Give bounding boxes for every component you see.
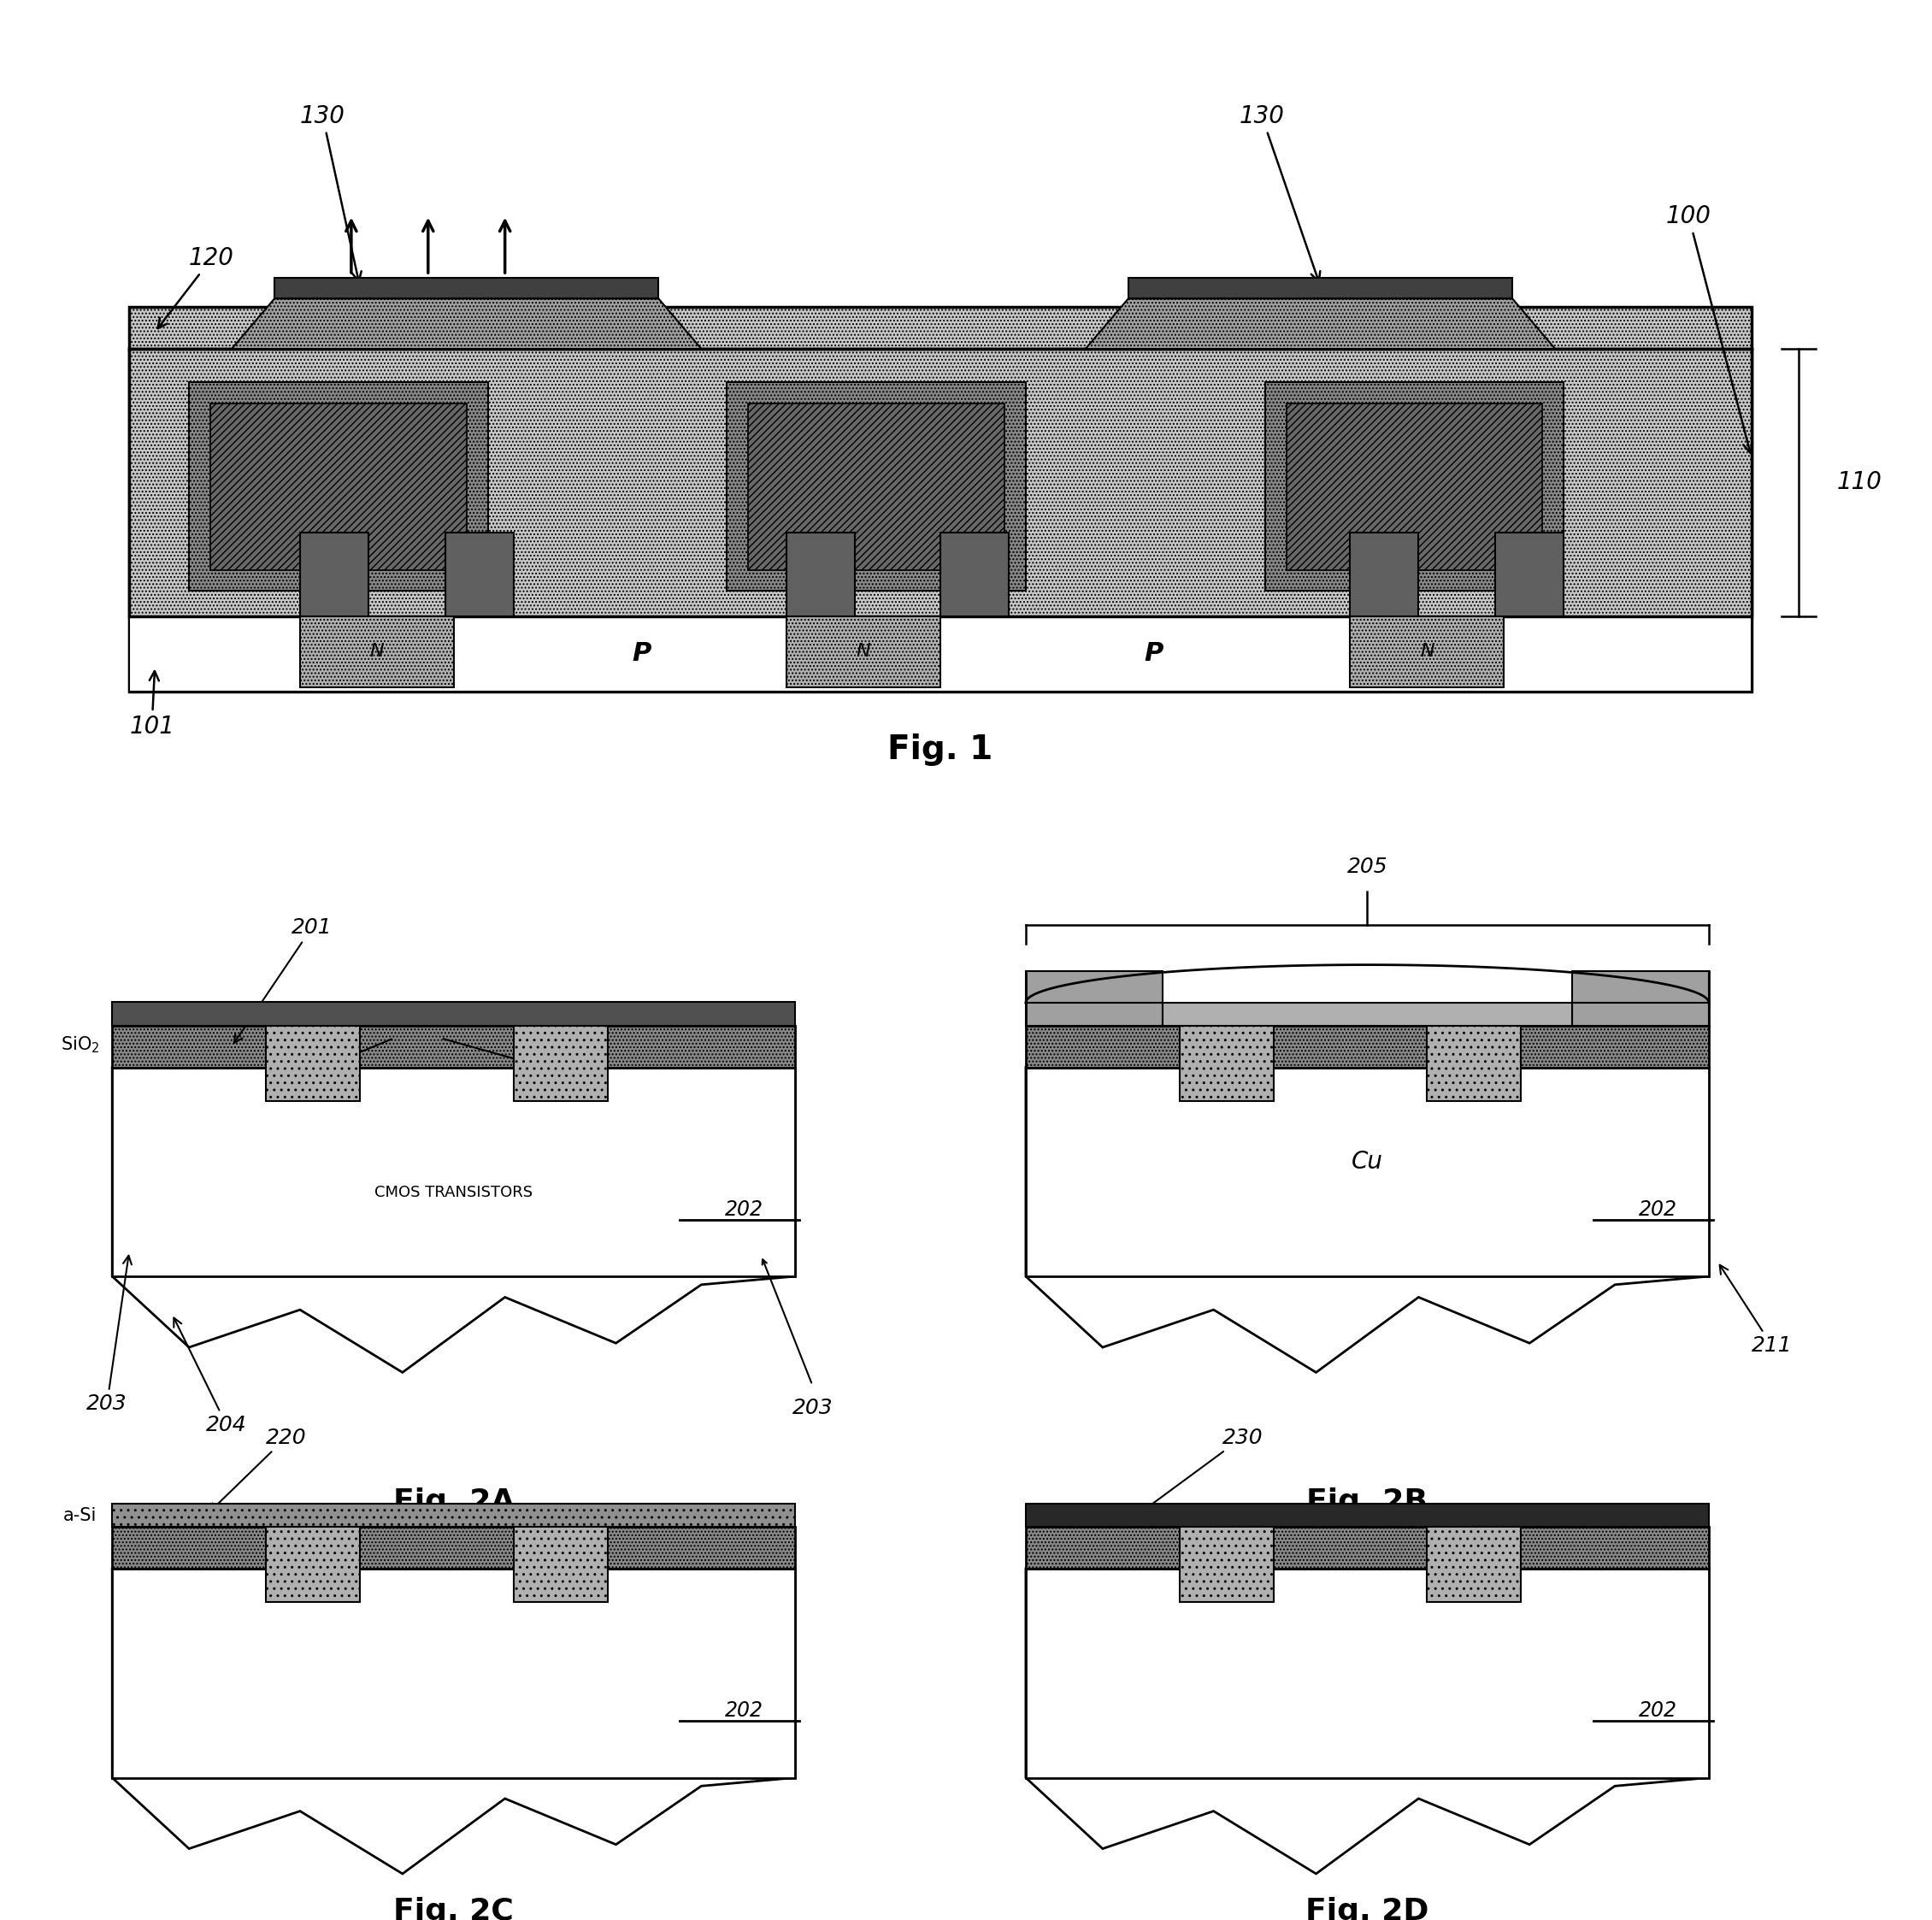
Bar xyxy=(129,616,1752,691)
Text: Fig. 2C: Fig. 2C xyxy=(394,1897,514,1920)
Text: 204: 204 xyxy=(174,1317,247,1434)
Bar xyxy=(267,1519,359,1601)
Bar xyxy=(1350,532,1418,616)
Bar xyxy=(129,307,1752,691)
Bar xyxy=(1026,1068,1708,1277)
Bar xyxy=(1573,972,1708,1025)
Text: SiO$_2$: SiO$_2$ xyxy=(60,1035,99,1054)
Text: 211: 211 xyxy=(1719,1265,1793,1356)
Bar xyxy=(112,1068,796,1277)
Bar xyxy=(1163,1002,1573,1025)
Bar xyxy=(1495,532,1563,616)
Bar xyxy=(189,382,489,591)
Text: P: P xyxy=(1144,641,1163,666)
Text: 130: 130 xyxy=(1238,104,1320,282)
Bar xyxy=(786,532,856,616)
Text: 120: 120 xyxy=(158,246,234,328)
Bar xyxy=(1179,1018,1273,1100)
Text: 101: 101 xyxy=(129,672,174,739)
Bar xyxy=(1026,1569,1708,1778)
Bar xyxy=(514,1018,607,1100)
Text: 110: 110 xyxy=(1837,470,1882,495)
Polygon shape xyxy=(1086,300,1555,349)
Bar xyxy=(112,1002,796,1025)
Bar xyxy=(1128,278,1513,300)
Polygon shape xyxy=(1026,1068,1708,1373)
Text: 202: 202 xyxy=(1638,1701,1677,1720)
Text: P: P xyxy=(632,641,651,666)
Text: 202: 202 xyxy=(724,1701,763,1720)
Bar xyxy=(748,403,1005,570)
Polygon shape xyxy=(112,1569,796,1874)
Bar xyxy=(1287,403,1542,570)
Text: a-Si: a-Si xyxy=(64,1507,97,1524)
Bar xyxy=(1428,1519,1520,1601)
Polygon shape xyxy=(112,1068,796,1373)
Text: Fig. 2D: Fig. 2D xyxy=(1306,1897,1430,1920)
Text: 205: 205 xyxy=(1347,856,1387,877)
Bar xyxy=(444,532,514,616)
Bar xyxy=(267,1018,359,1100)
Text: 202: 202 xyxy=(724,1200,763,1219)
Bar xyxy=(112,1526,796,1569)
Text: Fig. 2B: Fig. 2B xyxy=(1306,1488,1428,1517)
Text: 203: 203 xyxy=(87,1256,131,1415)
Bar xyxy=(1026,972,1163,1025)
Text: Cu: Cu xyxy=(1352,1150,1383,1173)
Bar xyxy=(1026,1526,1708,1569)
Bar xyxy=(299,616,454,687)
Text: N: N xyxy=(369,643,384,660)
Bar xyxy=(274,278,659,300)
Bar xyxy=(1026,1025,1708,1068)
Bar xyxy=(1428,1018,1520,1100)
Bar xyxy=(211,403,466,570)
Bar xyxy=(726,382,1026,591)
Text: 201: 201 xyxy=(234,918,332,1043)
Text: W: W xyxy=(415,1014,433,1029)
Text: 230: 230 xyxy=(1140,1427,1264,1513)
Text: CMOS TRANSISTORS: CMOS TRANSISTORS xyxy=(375,1185,533,1200)
Text: Fig. 2A: Fig. 2A xyxy=(392,1488,514,1517)
Bar xyxy=(112,1503,796,1526)
Bar xyxy=(1026,1503,1708,1526)
Text: 202: 202 xyxy=(1638,1200,1677,1219)
Polygon shape xyxy=(1026,1569,1708,1874)
Polygon shape xyxy=(232,300,701,349)
Bar xyxy=(1179,1519,1273,1601)
Text: Fig. 1: Fig. 1 xyxy=(887,733,993,766)
Text: 130: 130 xyxy=(299,104,361,282)
Text: 220: 220 xyxy=(209,1427,307,1513)
Bar xyxy=(786,616,941,687)
Text: 100: 100 xyxy=(1665,205,1752,453)
Bar xyxy=(299,532,369,616)
Text: 203: 203 xyxy=(792,1398,833,1419)
Bar xyxy=(1350,616,1503,687)
Bar xyxy=(941,532,1009,616)
Bar xyxy=(129,349,1752,616)
Bar xyxy=(514,1519,607,1601)
Bar xyxy=(112,1025,796,1068)
Bar xyxy=(112,1569,796,1778)
Text: N: N xyxy=(856,643,871,660)
Text: N: N xyxy=(1420,643,1434,660)
Bar xyxy=(1265,382,1563,591)
